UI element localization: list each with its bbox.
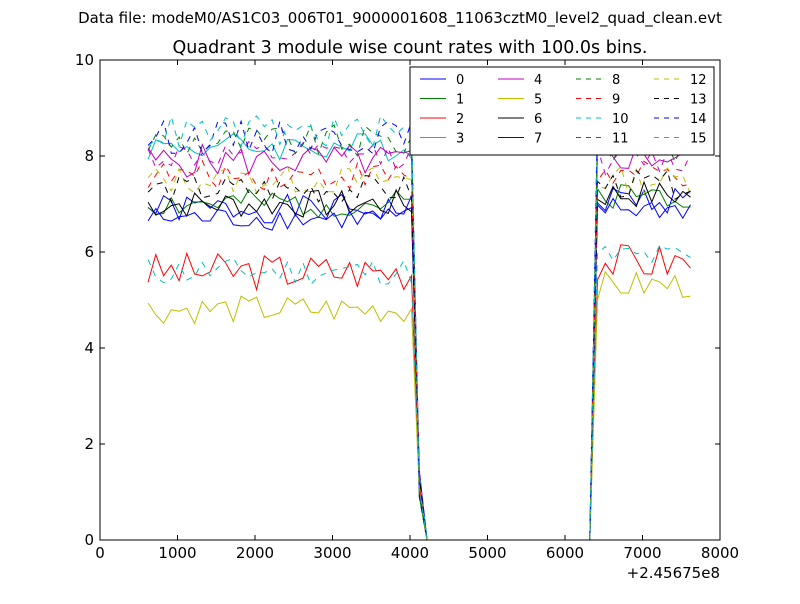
legend-item-13: 13 bbox=[654, 93, 707, 108]
legend-label: 2 bbox=[456, 112, 464, 127]
series-line-11 bbox=[147, 140, 691, 541]
x-tick-label: 8000 bbox=[701, 544, 739, 562]
x-tick-label: 3000 bbox=[313, 544, 351, 562]
x-tick-label: 5000 bbox=[468, 544, 506, 562]
y-tick-label: 8 bbox=[84, 147, 94, 165]
legend-label: 10 bbox=[612, 112, 629, 127]
x-tick-label: 0 bbox=[95, 544, 105, 562]
legend-label: 8 bbox=[612, 73, 620, 88]
legend-item-3: 3 bbox=[420, 132, 464, 147]
y-tick-label: 0 bbox=[84, 531, 94, 549]
legend-item-12: 12 bbox=[654, 73, 707, 88]
series-line-8 bbox=[147, 123, 691, 541]
x-tick-label: 2000 bbox=[236, 544, 274, 562]
x-axis-offset-label: +2.45675e8 bbox=[627, 564, 720, 582]
x-tick-label: 4000 bbox=[391, 544, 429, 562]
legend-label: 4 bbox=[534, 73, 542, 88]
x-tick-label: 1000 bbox=[158, 544, 196, 562]
legend-item-15: 15 bbox=[654, 132, 707, 147]
legend-label: 14 bbox=[690, 112, 707, 127]
y-tick-label: 2 bbox=[84, 435, 94, 453]
legend-item-4: 4 bbox=[498, 73, 542, 88]
legend-item-5: 5 bbox=[498, 93, 542, 108]
y-tick-label: 4 bbox=[84, 339, 94, 357]
legend-label: 12 bbox=[690, 73, 707, 88]
legend-box bbox=[409, 66, 715, 156]
legend-item-8: 8 bbox=[576, 73, 620, 88]
legend-item-9: 9 bbox=[576, 93, 620, 108]
x-tick-label: 7000 bbox=[623, 544, 661, 562]
legend-label: 11 bbox=[612, 132, 629, 147]
x-tick-label: 6000 bbox=[546, 544, 584, 562]
series-line-12 bbox=[147, 165, 691, 541]
y-tick-label: 10 bbox=[75, 51, 94, 69]
legend-label: 1 bbox=[456, 93, 464, 108]
legend-label: 5 bbox=[534, 93, 542, 108]
legend-item-2: 2 bbox=[420, 112, 464, 127]
legend-label: 7 bbox=[534, 132, 542, 147]
legend-label: 15 bbox=[690, 132, 707, 147]
legend-item-6: 6 bbox=[498, 112, 542, 127]
figure-suptitle: Data file: modeM0/AS1C03_006T01_90000016… bbox=[78, 9, 722, 27]
legend-item-1: 1 bbox=[420, 93, 464, 108]
series-line-5 bbox=[147, 270, 691, 541]
series-layer bbox=[147, 110, 691, 541]
legend-label: 9 bbox=[612, 93, 620, 108]
legend-item-0: 0 bbox=[420, 73, 464, 88]
legend-label: 6 bbox=[534, 112, 542, 127]
legend-item-10: 10 bbox=[576, 112, 629, 127]
legend-label: 0 bbox=[456, 73, 464, 88]
legend-item-7: 7 bbox=[498, 132, 542, 147]
legend-label: 3 bbox=[456, 132, 464, 147]
legend-item-14: 14 bbox=[654, 112, 707, 127]
chart-title: Quadrant 3 module wise count rates with … bbox=[173, 38, 648, 58]
y-tick-label: 6 bbox=[84, 243, 94, 261]
series-line-15 bbox=[147, 114, 691, 541]
legend-label: 13 bbox=[690, 93, 707, 108]
legend-item-11: 11 bbox=[576, 132, 629, 147]
